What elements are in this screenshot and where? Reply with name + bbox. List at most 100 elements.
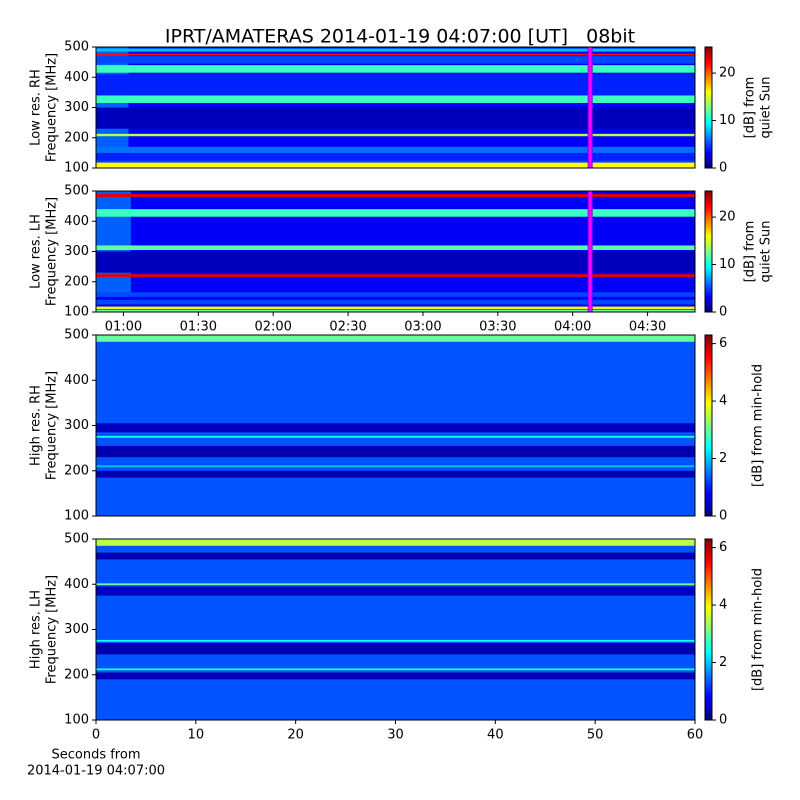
colorbar-label: quiet Sun: [759, 76, 774, 138]
colorbar-tick-label: 4: [719, 598, 727, 613]
y-axis-label: Low res. LH: [29, 214, 44, 289]
x-axis-label: 2014-01-19 04:07:00: [27, 764, 165, 779]
y-tick-label: 100: [64, 713, 89, 728]
colorbar-tick-label: 2: [719, 451, 727, 466]
y-tick-label: 200: [64, 667, 89, 682]
heatmap-band: [96, 146, 695, 153]
x-tick-label: 30: [387, 728, 404, 743]
y-tick-label: 200: [64, 463, 89, 478]
x-tick-label: 60: [687, 728, 704, 743]
y-tick-label: 400: [64, 214, 89, 229]
heatmap-band: [96, 162, 695, 168]
y-tick-label: 200: [64, 274, 89, 289]
x-tick-label: 03:00: [404, 320, 441, 335]
heatmap-band: [96, 335, 695, 342]
y-tick-label: 500: [64, 40, 89, 55]
y-axis-label: Frequency [MHz]: [45, 197, 60, 306]
x-tick-label: 02:30: [329, 320, 366, 335]
heatmap-patch: [96, 191, 131, 297]
heatmap-band: [96, 583, 695, 586]
heatmap-band: [96, 423, 695, 433]
x-tick-label: 50: [587, 728, 604, 743]
y-tick-label: 300: [64, 418, 89, 433]
colorbar-label: quiet Sun: [759, 220, 774, 282]
colorbar-tick-label: 0: [719, 509, 727, 524]
colorbar-tick-label: 0: [719, 305, 727, 320]
colorbar-tick-label: 20: [719, 210, 736, 225]
y-tick-label: 400: [64, 70, 89, 85]
colorbar-label: [dB] from: [743, 221, 758, 283]
heatmap-band: [96, 539, 695, 546]
time-marker: [587, 190, 593, 313]
colorbar-tick-label: 0: [719, 713, 727, 728]
x-tick-label: 02:00: [254, 320, 291, 335]
y-axis-label: High res. LH: [29, 590, 44, 669]
colorbar-tick-label: 10: [719, 257, 736, 272]
x-tick-label: 04:00: [554, 320, 591, 335]
y-tick-label: 500: [64, 184, 89, 199]
y-axis-label: Frequency [MHz]: [45, 53, 60, 162]
heatmap-band: [96, 48, 695, 52]
colorbar: [704, 538, 713, 721]
x-axis-label: Seconds from: [51, 748, 140, 763]
heatmap-band: [96, 194, 695, 198]
heatmap-band: [96, 672, 695, 680]
y-tick-label: 400: [64, 577, 89, 592]
y-tick-label: 400: [64, 373, 89, 388]
x-tick-label: 0: [92, 728, 100, 743]
y-tick-label: 100: [64, 305, 89, 320]
colorbar-label: [dB] from min-hold: [751, 364, 766, 487]
colorbar-tick-label: 20: [719, 66, 736, 81]
heatmap-band: [96, 107, 695, 129]
y-axis-label: Frequency [MHz]: [45, 575, 60, 684]
heatmap-band: [96, 95, 695, 103]
colorbar-label: [dB] from: [743, 77, 758, 139]
heatmap-band: [96, 299, 695, 305]
heatmap-band: [96, 465, 695, 468]
heatmap-band: [96, 643, 695, 655]
x-tick-label: 03:30: [479, 320, 516, 335]
colorbar-label: [dB] from min-hold: [751, 568, 766, 691]
y-tick-label: 200: [64, 130, 89, 145]
heatmap-band: [96, 445, 695, 458]
x-tick-label: 40: [487, 728, 504, 743]
y-tick-label: 300: [64, 622, 89, 637]
heatmap-band: [96, 245, 695, 250]
heatmap-band: [96, 668, 695, 671]
colorbar-tick-label: 10: [719, 113, 736, 128]
heatmap-band: [96, 309, 695, 312]
y-tick-label: 500: [64, 328, 89, 343]
colorbar-tick-label: 2: [719, 655, 727, 670]
y-tick-label: 300: [64, 244, 89, 259]
figure-title: IPRT/AMATERAS 2014-01-19 04:07:00 [UT] 0…: [165, 26, 635, 48]
colorbar-tick-label: 4: [719, 394, 727, 409]
y-axis-label: Frequency [MHz]: [45, 371, 60, 480]
heatmap-band: [96, 133, 695, 137]
y-tick-label: 500: [64, 532, 89, 547]
heatmap-band: [96, 160, 695, 163]
colorbar: [704, 334, 713, 517]
y-tick-label: 300: [64, 100, 89, 115]
heatmap-band: [96, 639, 695, 642]
x-tick-label: 01:30: [180, 320, 217, 335]
time-marker: [587, 46, 593, 169]
x-tick-label: 04:30: [629, 320, 666, 335]
x-tick-label: 20: [287, 728, 304, 743]
heatmap-band: [96, 152, 695, 161]
heatmap-band: [96, 251, 695, 273]
y-tick-label: 100: [64, 161, 89, 176]
y-tick-label: 100: [64, 509, 89, 524]
x-tick-label: 10: [188, 728, 205, 743]
heatmap-band: [96, 306, 695, 309]
colorbar-tick-label: 6: [719, 540, 727, 555]
heatmap-band: [96, 53, 695, 56]
colorbar-tick-label: 0: [719, 161, 727, 176]
heatmap-band: [96, 209, 695, 217]
heatmap-band: [96, 586, 695, 596]
heatmap-band: [96, 74, 695, 96]
heatmap-band: [96, 56, 695, 64]
heatmap-background: [96, 539, 695, 720]
colorbar: [704, 190, 713, 313]
